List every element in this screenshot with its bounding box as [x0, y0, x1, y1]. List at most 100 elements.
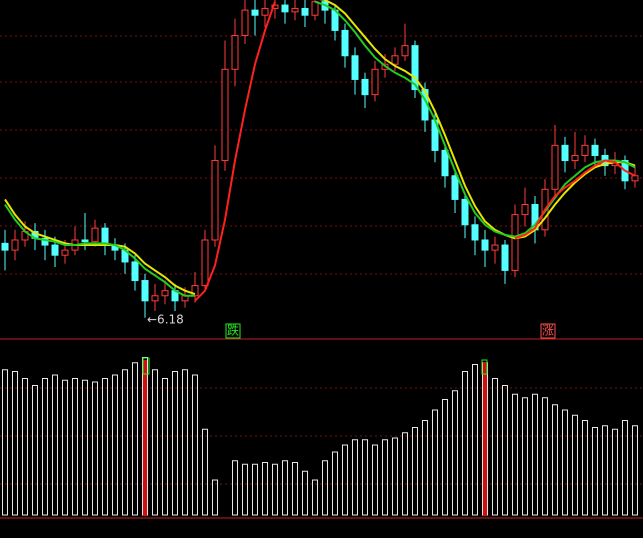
signal-bar — [483, 362, 487, 516]
volume-bar — [312, 479, 318, 516]
volume-bar — [402, 432, 408, 516]
candle-body — [411, 45, 419, 91]
volume-bar — [602, 425, 608, 516]
volume-bar — [452, 390, 458, 516]
candle-body — [161, 290, 169, 297]
volume-bar — [132, 362, 138, 516]
volume-bar — [42, 378, 48, 516]
candle-body — [91, 227, 99, 243]
candle-body — [201, 239, 209, 287]
volume-bar — [112, 374, 118, 516]
volume-bar — [252, 463, 258, 516]
volume-bar — [612, 428, 618, 516]
volume-bar — [212, 479, 218, 516]
volume-bar — [272, 463, 278, 516]
candle-body — [81, 239, 89, 243]
candle-body — [401, 45, 409, 57]
candle-body — [501, 244, 509, 271]
candle-body — [591, 144, 599, 156]
volume-bar — [382, 439, 388, 516]
signal-top — [481, 359, 488, 375]
volume-bar — [362, 439, 368, 516]
volume-bar — [72, 378, 78, 516]
volume-bar — [582, 420, 588, 516]
candle-body — [371, 68, 379, 96]
candle-body — [231, 34, 239, 70]
volume-bar — [462, 371, 468, 516]
volume-bar — [352, 439, 358, 516]
candle-body — [341, 29, 349, 57]
volume-bar — [282, 460, 288, 516]
candle-body — [451, 175, 459, 200]
candle-body — [141, 280, 149, 302]
moving-average — [194, 1, 276, 302]
volume-bar — [182, 369, 188, 516]
volume-panel — [2, 357, 638, 516]
volume-bar — [332, 451, 338, 516]
signal-bar — [143, 360, 147, 516]
candle-body — [561, 144, 569, 162]
volume-bar — [2, 369, 8, 516]
candle-body — [571, 154, 579, 162]
candle-body — [631, 175, 639, 182]
volume-bar — [492, 378, 498, 516]
volume-bar — [342, 444, 348, 516]
label-box — [540, 323, 556, 339]
candle-body — [271, 4, 279, 9]
volume-bar — [502, 385, 508, 516]
candle-body — [41, 237, 49, 246]
volume-bar — [92, 381, 98, 516]
volume-bar — [172, 371, 178, 516]
candle-body — [391, 55, 399, 65]
volume-bar — [152, 369, 158, 516]
candle-body — [1, 242, 9, 251]
candle-body — [311, 1, 319, 16]
volume-bar — [292, 462, 298, 516]
candle-body — [521, 203, 529, 216]
moving-average — [4, 203, 195, 297]
volume-bar — [472, 364, 478, 516]
candle-body — [131, 261, 139, 282]
candle-body — [361, 78, 369, 96]
candle-body — [261, 7, 269, 16]
candle-body — [51, 244, 59, 256]
label-box — [225, 323, 241, 339]
volume-bar — [432, 409, 438, 516]
candle-body — [221, 68, 229, 162]
volume-bar — [262, 462, 268, 516]
candle-body — [581, 144, 589, 156]
moving-average — [514, 159, 636, 240]
signal-label: 涨 — [542, 323, 554, 338]
volume-bar — [522, 397, 528, 516]
candle-body — [471, 224, 479, 241]
candle-body — [491, 244, 499, 251]
volume-bar — [542, 397, 548, 516]
volume-bar — [632, 425, 638, 516]
candle-body — [281, 4, 289, 13]
volume-bar — [192, 374, 198, 516]
volume-bar — [622, 420, 628, 516]
volume-bar — [552, 404, 558, 516]
candle-body — [441, 149, 449, 177]
volume-bar — [52, 374, 58, 516]
candle-body — [61, 249, 69, 256]
volume-bar — [242, 463, 248, 516]
volume-bar — [532, 393, 538, 516]
volume-bar — [102, 378, 108, 516]
volume-bar — [32, 385, 38, 516]
candle-body — [461, 198, 469, 226]
moving-average — [318, 0, 636, 240]
volume-bar — [372, 444, 378, 516]
moving-average — [314, 0, 636, 238]
volume-bar — [82, 379, 88, 516]
price-panel — [1, 0, 639, 318]
volume-bar — [322, 460, 328, 516]
volume-bar — [22, 378, 28, 516]
volume-bar — [412, 427, 418, 516]
volume-bar — [302, 470, 308, 516]
volume-bar — [12, 371, 18, 516]
moving-average — [4, 198, 196, 296]
candle-body — [151, 295, 159, 302]
candle-body — [301, 7, 309, 16]
